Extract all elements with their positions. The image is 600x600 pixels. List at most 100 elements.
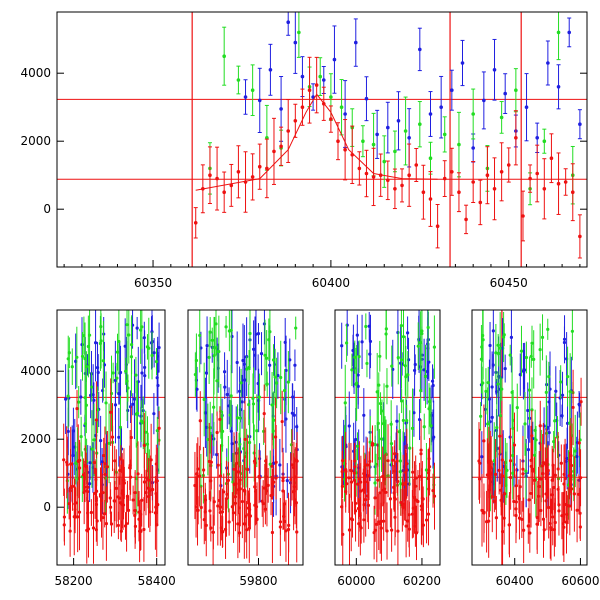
bottom-green-marker [147,346,151,350]
bottom-green-marker [547,375,551,379]
bottom-red-marker [567,473,571,478]
bottom-blue-point [152,393,156,435]
bottom-red-point [427,437,432,496]
bottom-red-point [382,501,386,541]
bottom-green-point [398,437,402,506]
bottom-red-point [388,470,393,528]
bottom-green-marker [511,453,515,458]
bottom-green-point [500,377,504,401]
bottom-blue-marker [577,403,582,407]
bottom-red-marker [133,513,137,518]
bottom-red-marker [65,460,69,464]
bottom-green-point [345,323,349,362]
bottom-green-marker [343,401,347,405]
bottom-red-marker [73,502,77,506]
top-red-point [257,143,262,190]
bottom-blue-point [360,314,364,369]
bottom-red-marker [508,459,513,463]
bottom-red-point [295,431,299,491]
bottom-red-point [392,445,397,497]
bottom-blue-marker [143,365,147,370]
bottom-green-point [251,373,255,424]
bottom-red-point [396,497,400,565]
bottom-red-marker [118,468,122,473]
bottom-green-point [202,362,206,437]
bottom-red-point [98,467,103,522]
bottom-y-tick-label: 4000 [20,364,51,378]
bottom-red-point [254,489,259,525]
bottom-red-marker [157,426,161,430]
bottom-red-marker [377,520,381,524]
bottom-green-point [427,388,432,415]
bottom-green-marker [379,437,384,441]
top-red-point [357,151,362,186]
top-red-point [549,133,554,184]
top-red-marker [450,170,454,174]
bottom-red-marker [426,476,430,481]
bottom-green-marker [224,325,228,329]
bottom-red-point [137,497,141,542]
bottom-green-marker [125,323,129,327]
bottom-green-point [510,356,514,428]
bottom-red-point [347,493,352,565]
bottom-green-marker [432,345,436,349]
bottom-red-point [215,411,219,454]
bottom-red-point [220,516,225,548]
bottom-green-marker [210,338,214,342]
bottom-green-marker [540,335,545,339]
bottom-red-marker [195,471,199,476]
bottom-green-point [75,326,79,388]
bottom-green-marker [377,456,382,460]
bottom-blue-marker [565,456,569,461]
bottom-green-point [354,347,358,421]
top-red-point [577,214,582,259]
bottom-red-marker [500,458,504,462]
bottom-red-point [222,473,226,511]
top-green-point [442,116,447,153]
bottom-red-marker [489,466,493,470]
bottom-green-marker [390,364,394,368]
bottom-red-point [105,431,109,503]
top-blue-marker [407,136,411,140]
bottom-green-point [364,313,368,340]
bottom-green-marker [570,329,574,333]
top-green-point [499,101,504,134]
bottom-red-marker [553,473,557,477]
bottom-blue-marker [412,411,416,415]
bottom-red-marker [103,512,107,516]
bottom-red-point [520,500,524,538]
bottom-red-marker [535,515,539,520]
bottom-red-point [94,468,99,515]
bottom-red-point [266,468,270,503]
bottom-red-marker [407,513,411,517]
bottom-red-point [532,456,537,504]
bottom-green-marker [294,326,298,330]
bottom-blue-point [95,341,100,394]
bottom-green-marker [84,364,88,369]
bottom-blue-point [491,354,495,376]
bottom-green-point [496,371,500,397]
bottom-red-point [512,412,517,478]
top-green-point [403,96,408,166]
bottom-green-marker [194,358,199,363]
bottom-blue-marker [132,397,137,401]
bottom-blue-marker [66,429,70,434]
bottom-red-point [535,481,539,554]
bottom-blue-point [117,382,121,405]
bottom-green-point [533,409,537,452]
top-green-point [236,65,241,95]
bottom-panel: 58200 58400 59800 60000 60200 60400 60600 0 2000… [20,309,600,588]
bottom-segment-frame-3 [471,309,588,566]
top-blue-point [428,91,433,137]
bottom-red-marker [392,469,397,473]
bottom-green-marker [117,339,121,344]
top-blue-marker [300,74,305,79]
top-panel: 60350 60400 60450 0 2000 4000 [20,11,588,290]
bottom-green-point [125,310,129,342]
bottom-green-marker [479,357,484,361]
bottom-red-point [498,416,502,456]
bottom-red-marker [542,528,546,532]
bottom-red-marker [521,472,525,476]
bottom-red-marker [352,471,356,475]
bottom-red-marker [579,400,583,404]
